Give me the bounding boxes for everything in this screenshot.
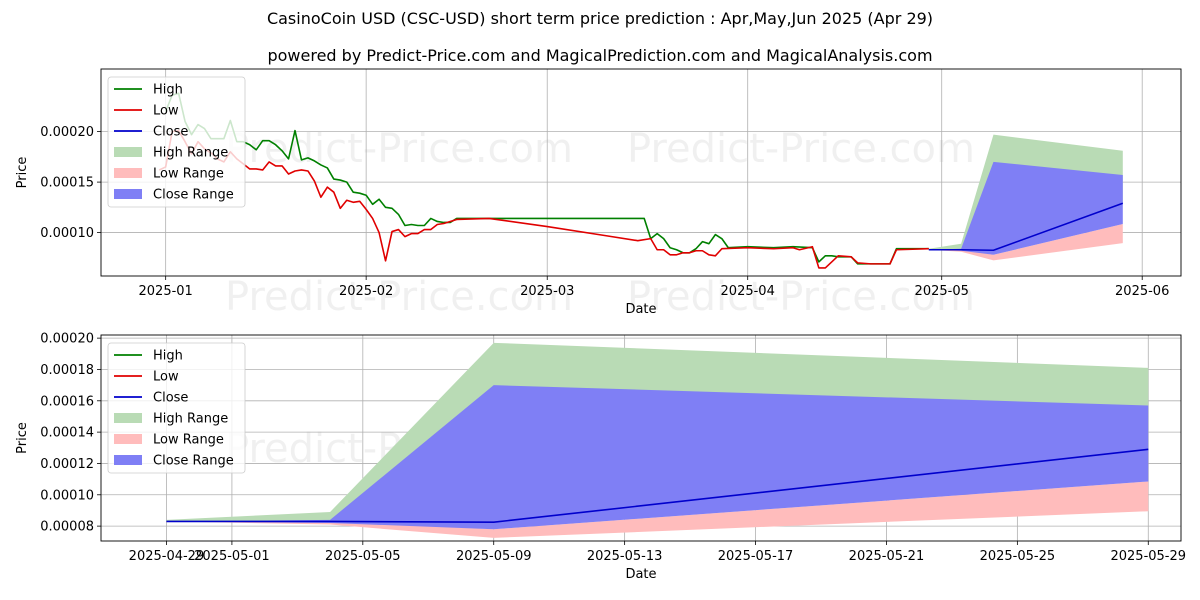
x-tick-label: 2025-03 bbox=[520, 284, 574, 299]
x-axis-label: Date bbox=[625, 302, 656, 317]
legend-box bbox=[107, 76, 246, 208]
y-tick-label: 0.00014 bbox=[40, 426, 94, 441]
x-tick-label: 2025-05-01 bbox=[194, 549, 270, 564]
range-band-low-range bbox=[166, 481, 1149, 538]
watermark-text: Predict-Price.com bbox=[627, 126, 975, 172]
y-tick-label: 0.00008 bbox=[40, 520, 94, 535]
x-tick-label: 2025-05-09 bbox=[456, 549, 532, 564]
x-tick-label: 2025-02 bbox=[339, 284, 393, 299]
y-tick-label: 0.00018 bbox=[40, 363, 94, 378]
legend-swatch-high-range bbox=[114, 413, 142, 423]
legend-label: Low bbox=[153, 370, 179, 385]
y-axis-label: Price bbox=[15, 422, 30, 454]
series-line-close bbox=[928, 202, 1124, 252]
plot-frame bbox=[100, 334, 1182, 542]
legend-label: Close bbox=[153, 391, 188, 406]
legend-label: Low Range bbox=[153, 433, 224, 448]
legend-label: Low bbox=[153, 104, 179, 119]
range-band-close-range bbox=[166, 385, 1149, 530]
x-tick-label: 2025-04 bbox=[721, 284, 775, 299]
x-tick-label: 2025-05-13 bbox=[587, 549, 663, 564]
x-tick-label: 2025-06 bbox=[1115, 284, 1169, 299]
y-axis-label: Price bbox=[15, 157, 30, 189]
legend-swatch-low-range bbox=[114, 168, 142, 178]
y-tick-label: 0.00010 bbox=[40, 226, 94, 241]
watermark-text: Predict-Price.com bbox=[627, 274, 975, 320]
legend-label: Low Range bbox=[153, 167, 224, 182]
legend-swatch-high-range bbox=[114, 147, 142, 157]
legend-label: Close Range bbox=[153, 454, 234, 469]
y-tick-label: 0.00016 bbox=[40, 394, 94, 409]
legend-label: Close Range bbox=[153, 188, 234, 203]
legend-label: High Range bbox=[153, 146, 228, 161]
y-tick-label: 0.00020 bbox=[40, 332, 94, 347]
x-tick-label: 2025-05-25 bbox=[980, 549, 1056, 564]
chart-title: CasinoCoin USD (CSC-USD) short term pric… bbox=[266, 9, 934, 28]
legend-swatch-close-range bbox=[114, 455, 142, 465]
range-band-low-range bbox=[928, 223, 1123, 261]
x-tick-label: 2025-04-29 bbox=[129, 549, 205, 564]
legend-label: High Range bbox=[153, 412, 228, 427]
series-line-close bbox=[166, 448, 1149, 524]
y-tick-label: 0.00012 bbox=[40, 457, 94, 472]
x-tick-label: 2025-05-05 bbox=[325, 549, 401, 564]
y-tick-label: 0.00015 bbox=[40, 176, 94, 191]
chart-subtitle: powered by Predict-Price.com and Magical… bbox=[267, 46, 933, 65]
watermark-text: Predict-Price.com bbox=[225, 274, 573, 320]
plot-area bbox=[158, 92, 1124, 269]
x-tick-label: 2025-05-29 bbox=[1110, 549, 1186, 564]
legend-label: High bbox=[153, 83, 183, 98]
x-tick-label: 2025-05-17 bbox=[718, 549, 794, 564]
watermark-text: Predict-Price.com bbox=[225, 126, 573, 172]
chart-panel-1: Predict-Price.com Predict-Price.com Predic… bbox=[15, 68, 1182, 320]
legend-label: High bbox=[153, 349, 183, 364]
x-tick-label: 2025-01 bbox=[139, 284, 193, 299]
legend-swatch-low-range bbox=[114, 434, 142, 444]
legend-box bbox=[107, 342, 246, 474]
plot-area bbox=[166, 342, 1149, 538]
series-line-high bbox=[164, 92, 929, 265]
range-band-close-range bbox=[928, 161, 1123, 255]
x-axis-label: Date bbox=[625, 567, 656, 582]
chart-panel-2: Predict-Price.comPredict-Price.com2025-0… bbox=[15, 332, 1186, 582]
y-tick-label: 0.00020 bbox=[40, 125, 94, 140]
x-tick-label: 2025-05 bbox=[915, 284, 969, 299]
y-tick-label: 0.00010 bbox=[40, 488, 94, 503]
legend-swatch-close-range bbox=[114, 189, 142, 199]
x-tick-label: 2025-05-21 bbox=[849, 549, 925, 564]
plot-frame bbox=[100, 68, 1182, 277]
legend-label: Close bbox=[153, 125, 188, 140]
